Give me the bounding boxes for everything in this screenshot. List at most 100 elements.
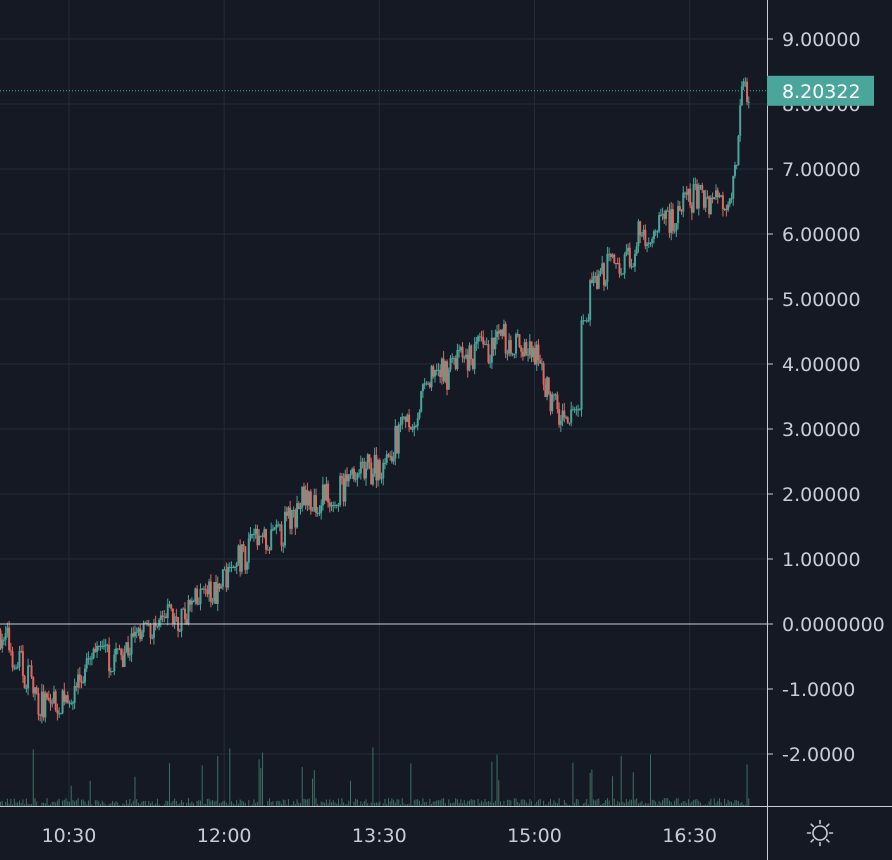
candle-body [18, 650, 21, 667]
volume-bar [703, 804, 705, 806]
candle-body [128, 654, 131, 656]
volume-bar [243, 801, 245, 806]
volume-bar [365, 799, 367, 806]
candle-body [440, 358, 443, 378]
volume-bar [725, 803, 727, 806]
volume-bar [129, 799, 131, 806]
volume-bar [87, 800, 89, 806]
candle-body [537, 344, 540, 361]
volume-bar [384, 798, 386, 806]
candle-body [92, 648, 95, 659]
volume-bar [377, 802, 379, 806]
volume-bar [627, 801, 629, 806]
sun-gear-icon[interactable] [806, 819, 834, 847]
candle-body [656, 231, 659, 233]
volume-bar [6, 798, 8, 806]
candle-body [277, 524, 280, 526]
candle-body [382, 462, 385, 479]
volume-bar [151, 801, 153, 806]
volume-bar [193, 803, 195, 806]
volume-bar [136, 799, 138, 806]
candle-body [665, 210, 668, 219]
candle-body [433, 369, 436, 377]
volume-bar [705, 804, 707, 806]
y-tick-label: 0.0000000 [782, 614, 885, 636]
volume-bar [441, 798, 443, 806]
sun-gear-icon-ray [810, 823, 815, 828]
volume-bar [715, 803, 717, 806]
candle-body [111, 671, 114, 673]
candle-body [416, 418, 419, 427]
volume-bar [48, 804, 50, 806]
x-axis-labels: 10:30 12:00 13:30 15:00 16:30 [42, 825, 717, 847]
y-tick-label: -2.0000 [782, 744, 855, 766]
volume-bar [494, 800, 496, 806]
candle-body [446, 361, 449, 390]
volume-bar [168, 763, 170, 806]
candle-body [535, 344, 538, 365]
volume-bar [31, 804, 33, 806]
candle-body [299, 507, 302, 509]
candle-body [461, 347, 464, 358]
candle-body [16, 666, 19, 668]
volume-bar [474, 800, 476, 806]
candle-body [196, 588, 199, 604]
candle-body [71, 702, 74, 704]
candle-body [380, 478, 383, 480]
volume-bar [27, 803, 29, 806]
volume-bar [358, 805, 360, 806]
volume-bar [405, 804, 407, 806]
volume-bar [172, 800, 174, 806]
volume-bar [432, 801, 434, 806]
volume-bar [637, 803, 639, 806]
candle-body [385, 454, 388, 463]
candle-body [108, 644, 111, 672]
candle-body [502, 323, 505, 336]
volume-bar [736, 800, 738, 806]
volume-bar [589, 772, 591, 806]
candle-body [663, 213, 666, 219]
volume-bar [337, 798, 339, 806]
candle-body [361, 461, 364, 463]
volume-bar [396, 799, 398, 806]
volume-bar [593, 799, 595, 806]
volume-bar [346, 804, 348, 806]
volume-bar [684, 801, 686, 806]
volume-bar [720, 802, 722, 806]
volume-bar [682, 801, 684, 806]
volume-bar [58, 798, 60, 806]
volume-bar [503, 800, 505, 806]
candle-body [90, 658, 93, 660]
volume-bar [584, 802, 586, 806]
candle-body [11, 651, 14, 668]
candle-body [542, 363, 545, 385]
volume-bar [8, 803, 10, 806]
candle-body [344, 474, 347, 502]
candle-body [730, 198, 733, 200]
candle-body [721, 195, 724, 209]
volume-bar [258, 759, 260, 806]
volume-bar [332, 800, 334, 806]
candle-body [168, 604, 171, 606]
candle-body [240, 544, 243, 572]
candle-body [508, 340, 511, 354]
candle-body [97, 645, 100, 647]
volume-bar [10, 798, 12, 806]
candle-body [659, 214, 662, 216]
volume-bar [343, 802, 345, 806]
candle-body [202, 588, 205, 590]
volume-bar [165, 800, 167, 806]
volume-bar [663, 798, 665, 806]
candle-body [589, 280, 592, 321]
candle-body [677, 206, 680, 224]
volume-bar [677, 798, 679, 806]
volume-bar [158, 804, 160, 806]
volume-bar [520, 799, 522, 806]
candle-body [289, 507, 292, 529]
candle-body [271, 529, 274, 531]
candle-body [497, 331, 500, 334]
candle-body [171, 608, 174, 625]
candle-body [194, 588, 197, 601]
